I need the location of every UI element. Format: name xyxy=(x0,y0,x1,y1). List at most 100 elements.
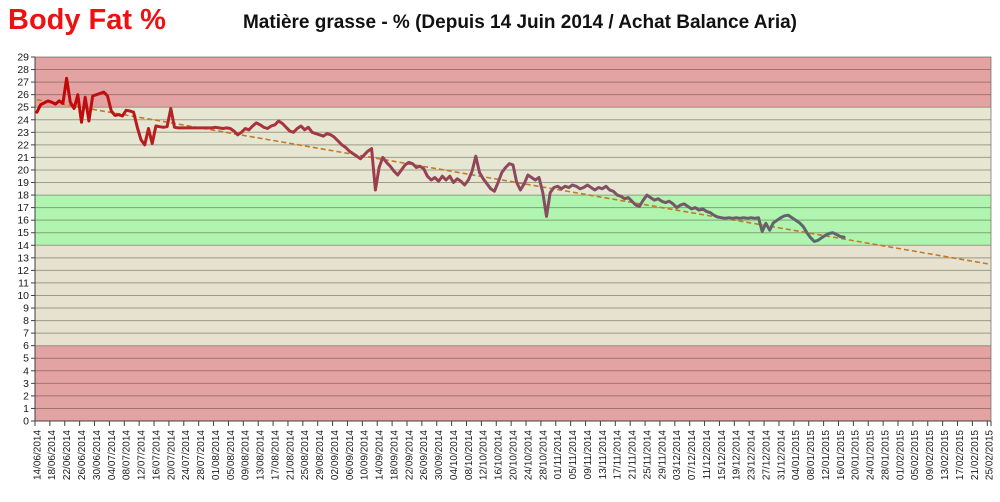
y-tick-label: 22 xyxy=(17,139,29,151)
x-tick-label: 16/10/2014 xyxy=(494,430,505,480)
x-tick-label: 01/11/2014 xyxy=(553,430,564,480)
zone-band-above-target xyxy=(35,107,991,196)
x-tick-label: 17/11/2014 xyxy=(613,430,624,480)
x-tick-label: 02/09/2014 xyxy=(330,430,341,480)
x-tick-label: 20/01/2015 xyxy=(851,430,862,480)
x-tick-label: 07/12/2014 xyxy=(687,430,698,480)
x-tick-label: 12/07/2014 xyxy=(137,430,148,480)
x-tick-label: 04/01/2015 xyxy=(791,430,802,480)
x-tick-label: 04/07/2014 xyxy=(107,430,118,480)
series-body-fat xyxy=(35,76,846,243)
y-tick-label: 13 xyxy=(17,252,29,264)
corner-label: Body Fat % xyxy=(8,4,166,36)
x-tick-label: 13/08/2014 xyxy=(256,430,267,480)
zone-band-too-low xyxy=(35,345,991,421)
y-tick-label: 2 xyxy=(23,390,29,402)
y-tick-label: 10 xyxy=(17,290,29,302)
x-tick-label: 30/09/2014 xyxy=(434,430,445,480)
x-tick-label: 05/08/2014 xyxy=(226,430,237,480)
y-tick-label: 28 xyxy=(17,64,29,76)
x-tick-label: 16/07/2014 xyxy=(151,430,162,480)
x-tick-label: 24/01/2015 xyxy=(866,430,877,480)
x-tick-label: 12/01/2015 xyxy=(821,430,832,480)
x-tick-label: 18/09/2014 xyxy=(389,430,400,480)
x-tick-label: 11/12/2014 xyxy=(702,430,713,480)
y-tick-label: 21 xyxy=(17,152,29,164)
x-tick-label: 08/10/2014 xyxy=(464,430,475,480)
x-tick-label: 18/06/2014 xyxy=(47,430,58,480)
y-tick-label: 7 xyxy=(23,328,29,340)
x-tick-label: 21/08/2014 xyxy=(285,430,296,480)
zone-band-target xyxy=(35,195,991,246)
x-tick-label: 21/11/2014 xyxy=(628,430,639,480)
y-tick-label: 11 xyxy=(18,277,29,289)
y-tick-label: 12 xyxy=(17,265,29,277)
y-tick-label: 20 xyxy=(17,164,29,176)
x-tick-label: 23/12/2014 xyxy=(747,430,758,480)
x-tick-label: 05/11/2014 xyxy=(568,430,579,480)
y-tick-label: 19 xyxy=(17,177,29,189)
x-tick-label: 17/08/2014 xyxy=(270,430,281,480)
y-tick-label: 6 xyxy=(23,340,29,352)
zone-band-too-high xyxy=(35,57,991,108)
x-tick-label: 22/06/2014 xyxy=(62,430,73,480)
x-tick-label: 17/02/2015 xyxy=(955,430,966,480)
x-tick-label: 10/09/2014 xyxy=(360,430,371,480)
y-tick-label: 1 xyxy=(23,403,29,415)
x-tick-label: 21/02/2015 xyxy=(970,430,981,480)
y-tick-label: 15 xyxy=(17,227,29,239)
y-tick-label: 24 xyxy=(17,114,29,126)
y-tick-label: 0 xyxy=(23,416,29,428)
x-tick-label: 09/08/2014 xyxy=(241,430,252,480)
zone-band-below-target xyxy=(35,245,991,346)
x-tick-label: 25/11/2014 xyxy=(642,430,653,480)
x-tick-label: 24/07/2014 xyxy=(181,430,192,480)
x-tick-label: 26/06/2014 xyxy=(77,430,88,480)
x-tick-label: 20/07/2014 xyxy=(166,430,177,480)
x-tick-label: 14/06/2014 xyxy=(32,430,43,480)
x-tick-label: 03/12/2014 xyxy=(672,430,683,480)
y-tick-label: 18 xyxy=(17,190,29,202)
x-tick-label: 29/11/2014 xyxy=(657,430,668,480)
y-tick-label: 4 xyxy=(23,365,29,377)
zone-bands xyxy=(35,57,991,421)
x-tick-label: 31/12/2014 xyxy=(776,430,787,480)
x-axis: 14/06/2014 18/06/2014 22/06/2014 26/06/2014… xyxy=(32,420,996,480)
x-tick-label: 30/06/2014 xyxy=(92,430,103,480)
y-tick-label: 27 xyxy=(17,77,29,89)
y-axis: 0123456789101112131415161718192021222324… xyxy=(17,52,36,428)
y-tick-label: 8 xyxy=(23,315,29,327)
x-tick-label: 19/12/2014 xyxy=(732,430,743,480)
x-tick-label: 09/02/2015 xyxy=(925,430,936,480)
x-tick-label: 28/07/2014 xyxy=(196,430,207,480)
gridlines xyxy=(34,56,992,422)
y-tick-label: 29 xyxy=(17,52,29,64)
x-tick-label: 27/12/2014 xyxy=(761,430,772,480)
y-tick-label: 23 xyxy=(17,127,29,139)
x-tick-label: 08/01/2015 xyxy=(806,430,817,480)
y-tick-label: 25 xyxy=(17,102,29,114)
x-tick-label: 28/01/2015 xyxy=(880,430,891,480)
x-tick-label: 09/11/2014 xyxy=(583,430,594,480)
x-tick-label: 13/11/2014 xyxy=(598,430,609,480)
x-tick-label: 05/02/2015 xyxy=(910,430,921,480)
x-tick-label: 28/10/2014 xyxy=(538,430,549,480)
x-tick-label: 01/08/2014 xyxy=(211,430,222,480)
x-tick-label: 26/09/2014 xyxy=(419,430,430,480)
x-tick-label: 06/09/2014 xyxy=(345,430,356,480)
chart-title: Matière grasse - % (Depuis 14 Juin 2014 … xyxy=(242,12,798,33)
x-tick-label: 14/09/2014 xyxy=(375,430,386,480)
y-tick-label: 26 xyxy=(17,89,29,101)
x-tick-label: 25/02/2015 xyxy=(985,430,996,480)
x-tick-label: 01/02/2015 xyxy=(895,430,906,480)
x-tick-label: 13/02/2015 xyxy=(940,430,951,480)
y-tick-label: 3 xyxy=(23,378,29,390)
x-tick-label: 04/10/2014 xyxy=(449,430,460,480)
x-tick-label: 20/10/2014 xyxy=(509,430,520,480)
x-tick-label: 08/07/2014 xyxy=(122,430,133,480)
x-tick-label: 29/08/2014 xyxy=(315,430,326,480)
y-tick-label: 17 xyxy=(17,202,29,214)
x-tick-label: 22/09/2014 xyxy=(404,430,415,480)
y-tick-label: 14 xyxy=(17,240,29,252)
